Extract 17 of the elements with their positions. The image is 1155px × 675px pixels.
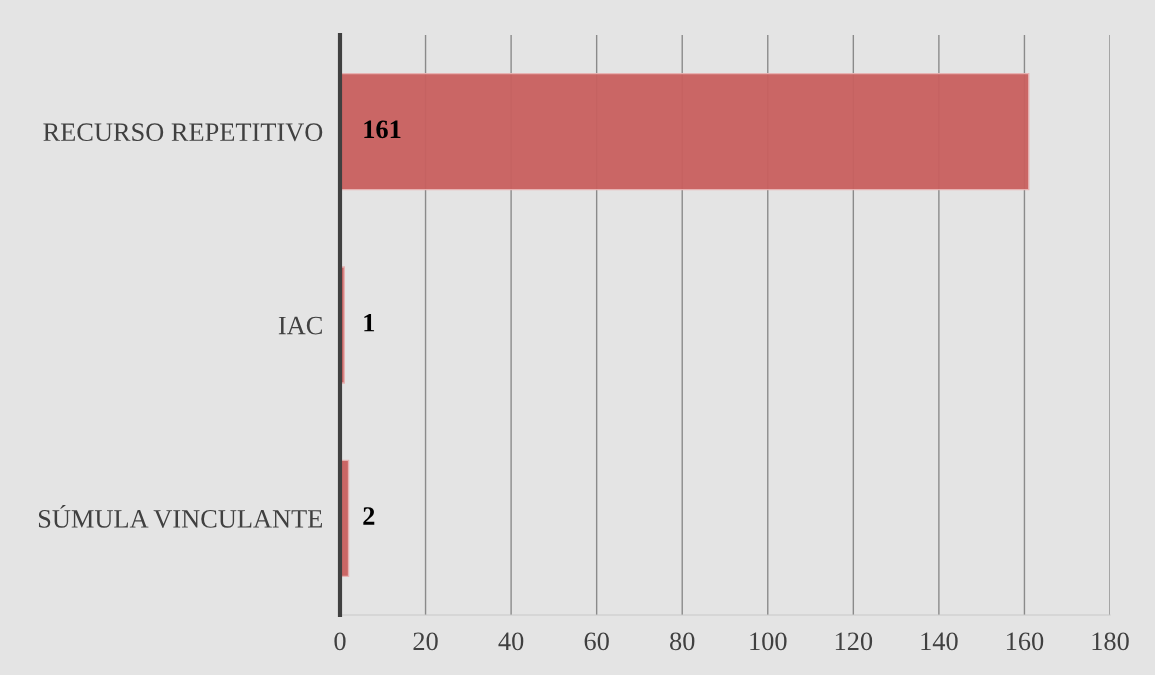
bar bbox=[340, 72, 1030, 191]
x-tick-label: 100 bbox=[750, 632, 787, 651]
x-tick-label: 40 bbox=[498, 632, 524, 651]
data-label: 2 bbox=[363, 507, 375, 525]
y-tick-label: IAC bbox=[278, 316, 322, 335]
data-label: 1 bbox=[364, 313, 375, 332]
x-tick-label: 120 bbox=[835, 632, 873, 651]
x-tick-label: 140 bbox=[921, 632, 958, 651]
x-tick-label: 160 bbox=[1006, 632, 1044, 651]
x-tick-label: 0 bbox=[334, 632, 346, 651]
y-tick-label: RECURSO REPETITIVO bbox=[43, 123, 323, 142]
data-label: 161 bbox=[364, 120, 401, 139]
x-tick-label: 80 bbox=[670, 632, 695, 651]
x-tick-label: 20 bbox=[413, 632, 438, 651]
y-tick-label: SÚMULA VINCULANTE bbox=[38, 504, 323, 528]
x-tick-label: 60 bbox=[584, 632, 609, 651]
x-tick-label: 180 bbox=[1092, 632, 1129, 651]
